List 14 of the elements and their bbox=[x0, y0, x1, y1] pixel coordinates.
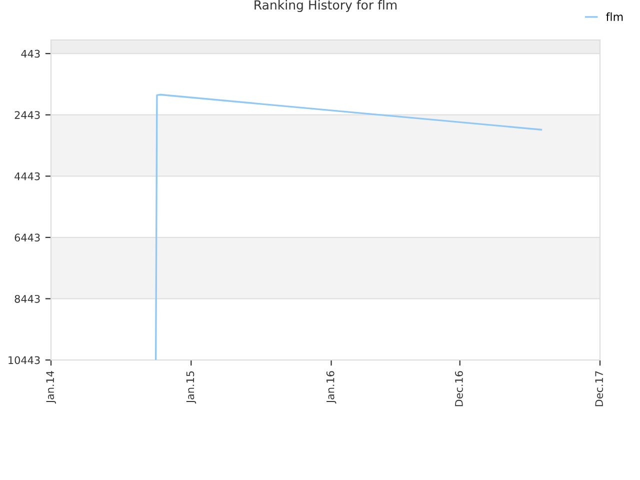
y-tick-label: 8443 bbox=[14, 294, 40, 303]
y-tick-label: 2443 bbox=[14, 111, 40, 119]
x-tick-label: Jan.16 bbox=[326, 371, 336, 404]
legend-label: flm bbox=[606, 12, 623, 21]
y-tick-label: 6443 bbox=[14, 234, 40, 242]
y-tick-label: 10443 bbox=[8, 356, 40, 364]
chart-title: Ranking History for flm bbox=[254, 0, 397, 12]
y-tick-label: 4443 bbox=[14, 172, 40, 180]
x-tick-label: Jan.14 bbox=[46, 371, 56, 404]
line-series bbox=[154, 94, 542, 360]
x-tick-label: Jan.15 bbox=[186, 371, 196, 404]
y-tick-label: 443 bbox=[21, 50, 40, 58]
x-tick-label: Dec.16 bbox=[455, 371, 463, 406]
x-tick-label: Dec.17 bbox=[595, 371, 604, 406]
